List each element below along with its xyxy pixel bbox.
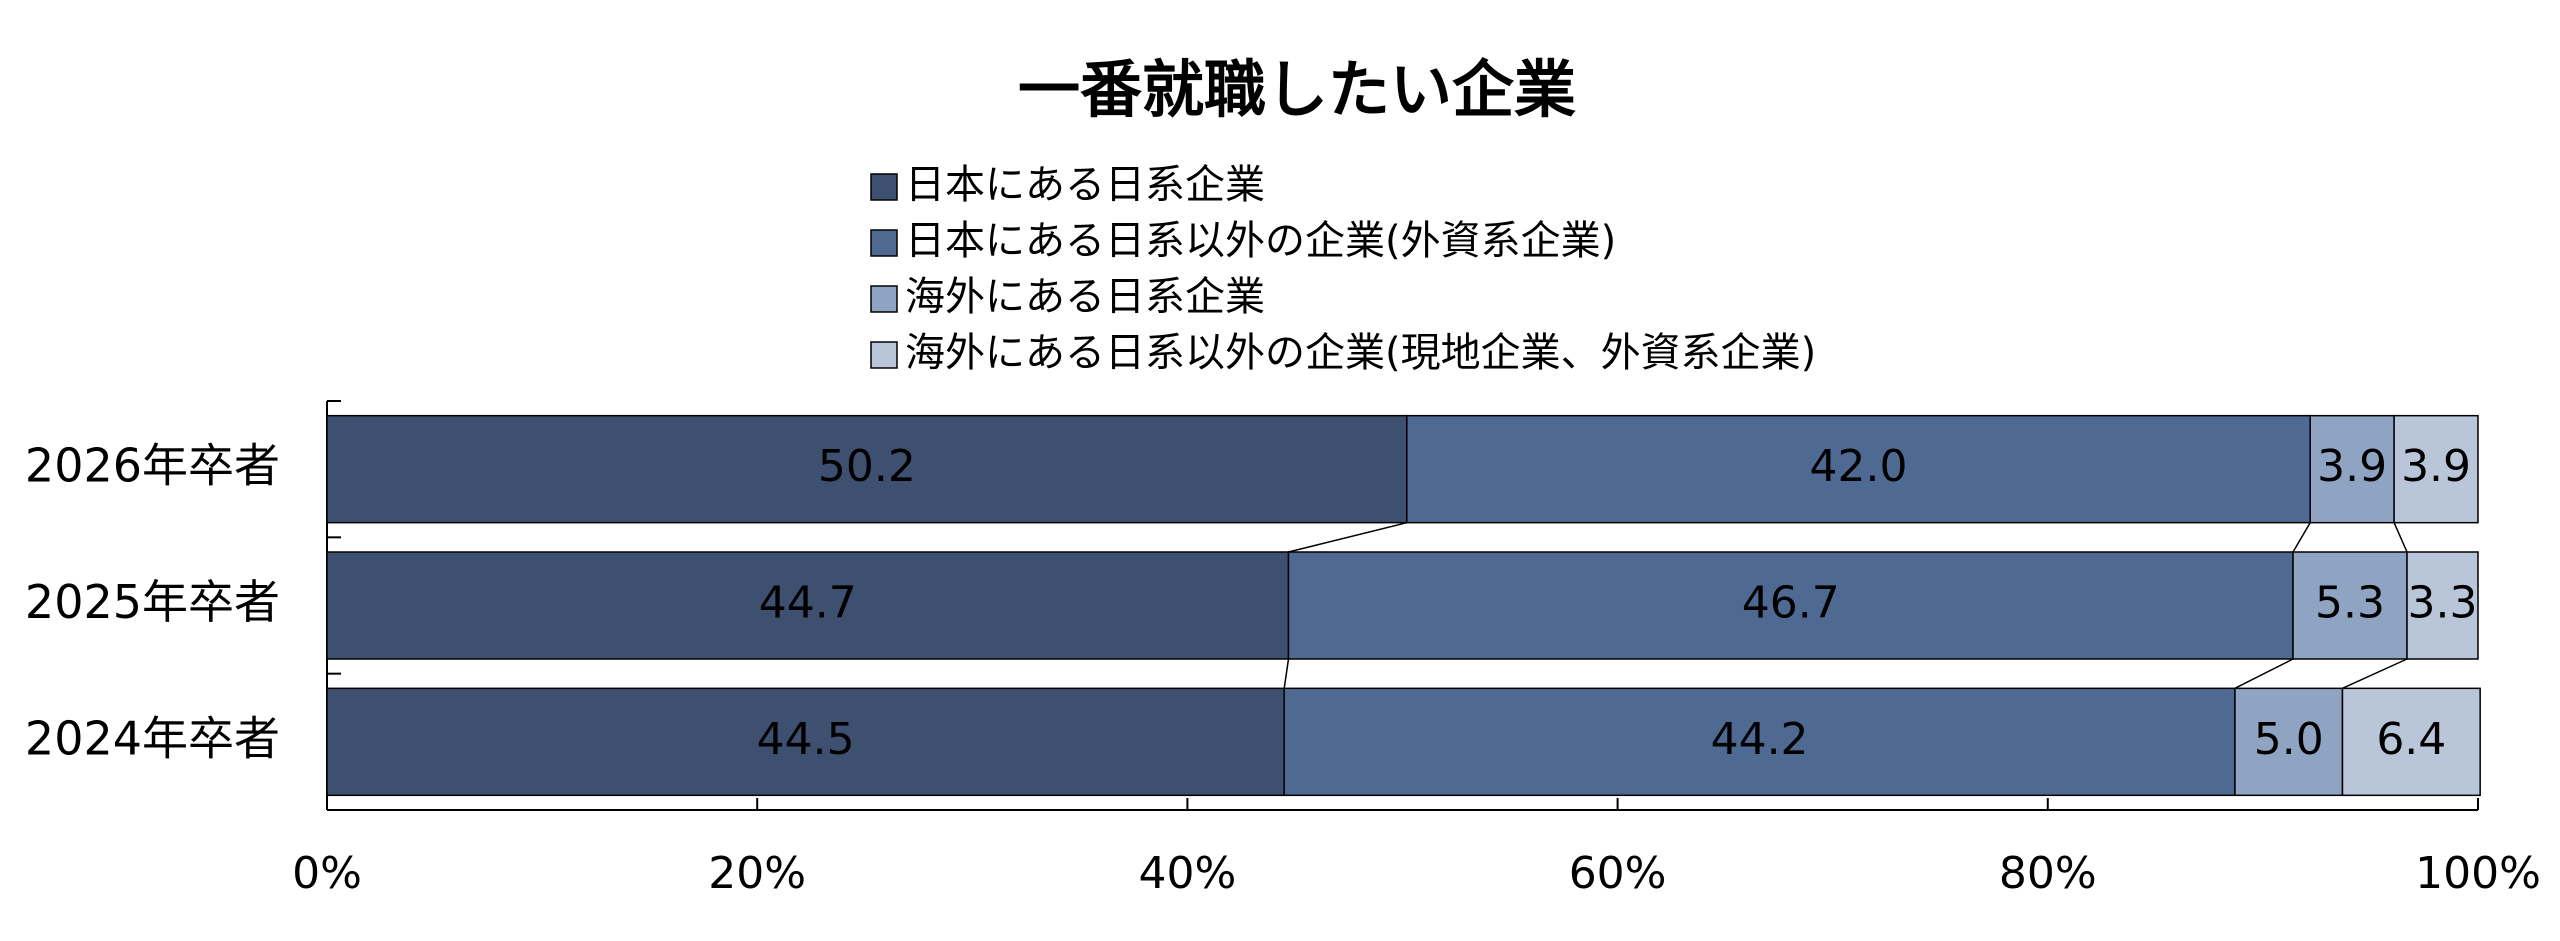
series-line <box>2292 522 2311 553</box>
bar-segment <box>2341 687 2481 797</box>
x-tick-label: 0% <box>292 848 362 899</box>
y-tick-label: 2025年卒者 <box>25 575 280 629</box>
legend-label: 日本にある日系以外の企業(外資系企業) <box>905 218 1616 264</box>
legend-swatch <box>870 173 898 201</box>
legend-swatch <box>870 285 898 313</box>
x-tick-label: 20% <box>708 848 806 899</box>
x-tick-label: 80% <box>1999 848 2097 899</box>
legend-swatch <box>870 341 898 369</box>
value-label: 3.9 <box>2401 441 2471 492</box>
y-tick-label: 2026年卒者 <box>25 439 280 493</box>
legend-swatch <box>870 229 898 257</box>
bar-segment <box>326 687 1285 797</box>
value-label: 50.2 <box>818 441 916 492</box>
x-tick-label: 100% <box>2415 848 2541 899</box>
value-label: 3.9 <box>2317 441 2387 492</box>
x-tick-label: 60% <box>1569 848 1667 899</box>
x-tick-label: 40% <box>1139 848 1237 899</box>
value-label: 44.5 <box>757 714 855 765</box>
bar-segment <box>1287 551 2294 660</box>
series-line <box>1283 658 1290 689</box>
bar-segment <box>1406 414 2311 524</box>
bar-segment <box>2393 414 2479 524</box>
value-label: 5.3 <box>2315 578 2385 629</box>
series-line <box>2234 658 2294 690</box>
bar-segment <box>1283 687 2236 797</box>
value-label: 46.7 <box>1742 578 1840 629</box>
value-label: 42.0 <box>1810 441 1908 492</box>
series-line <box>2393 522 2408 553</box>
legend-label: 海外にある日系以外の企業(現地企業、外資系企業) <box>905 330 1816 376</box>
series-line <box>1288 521 1407 553</box>
bar-segment <box>326 551 1290 660</box>
legend-label: 海外にある日系企業 <box>905 274 1265 320</box>
y-tick-label: 2024年卒者 <box>25 711 280 765</box>
series-line <box>2342 658 2408 690</box>
value-label: 6.4 <box>2376 714 2446 765</box>
value-label: 44.2 <box>1711 714 1809 765</box>
value-label: 44.7 <box>759 578 857 629</box>
bar-segment <box>2234 687 2344 797</box>
legend-label: 日本にある日系企業 <box>905 162 1265 208</box>
bar-segment <box>2406 551 2479 660</box>
value-label: 3.3 <box>2408 578 2478 629</box>
bar-segment <box>2292 551 2408 660</box>
chart-title: 一番就職したい企業 <box>1018 53 1576 126</box>
bar-segment <box>326 414 1408 524</box>
value-label: 5.0 <box>2254 714 2324 765</box>
